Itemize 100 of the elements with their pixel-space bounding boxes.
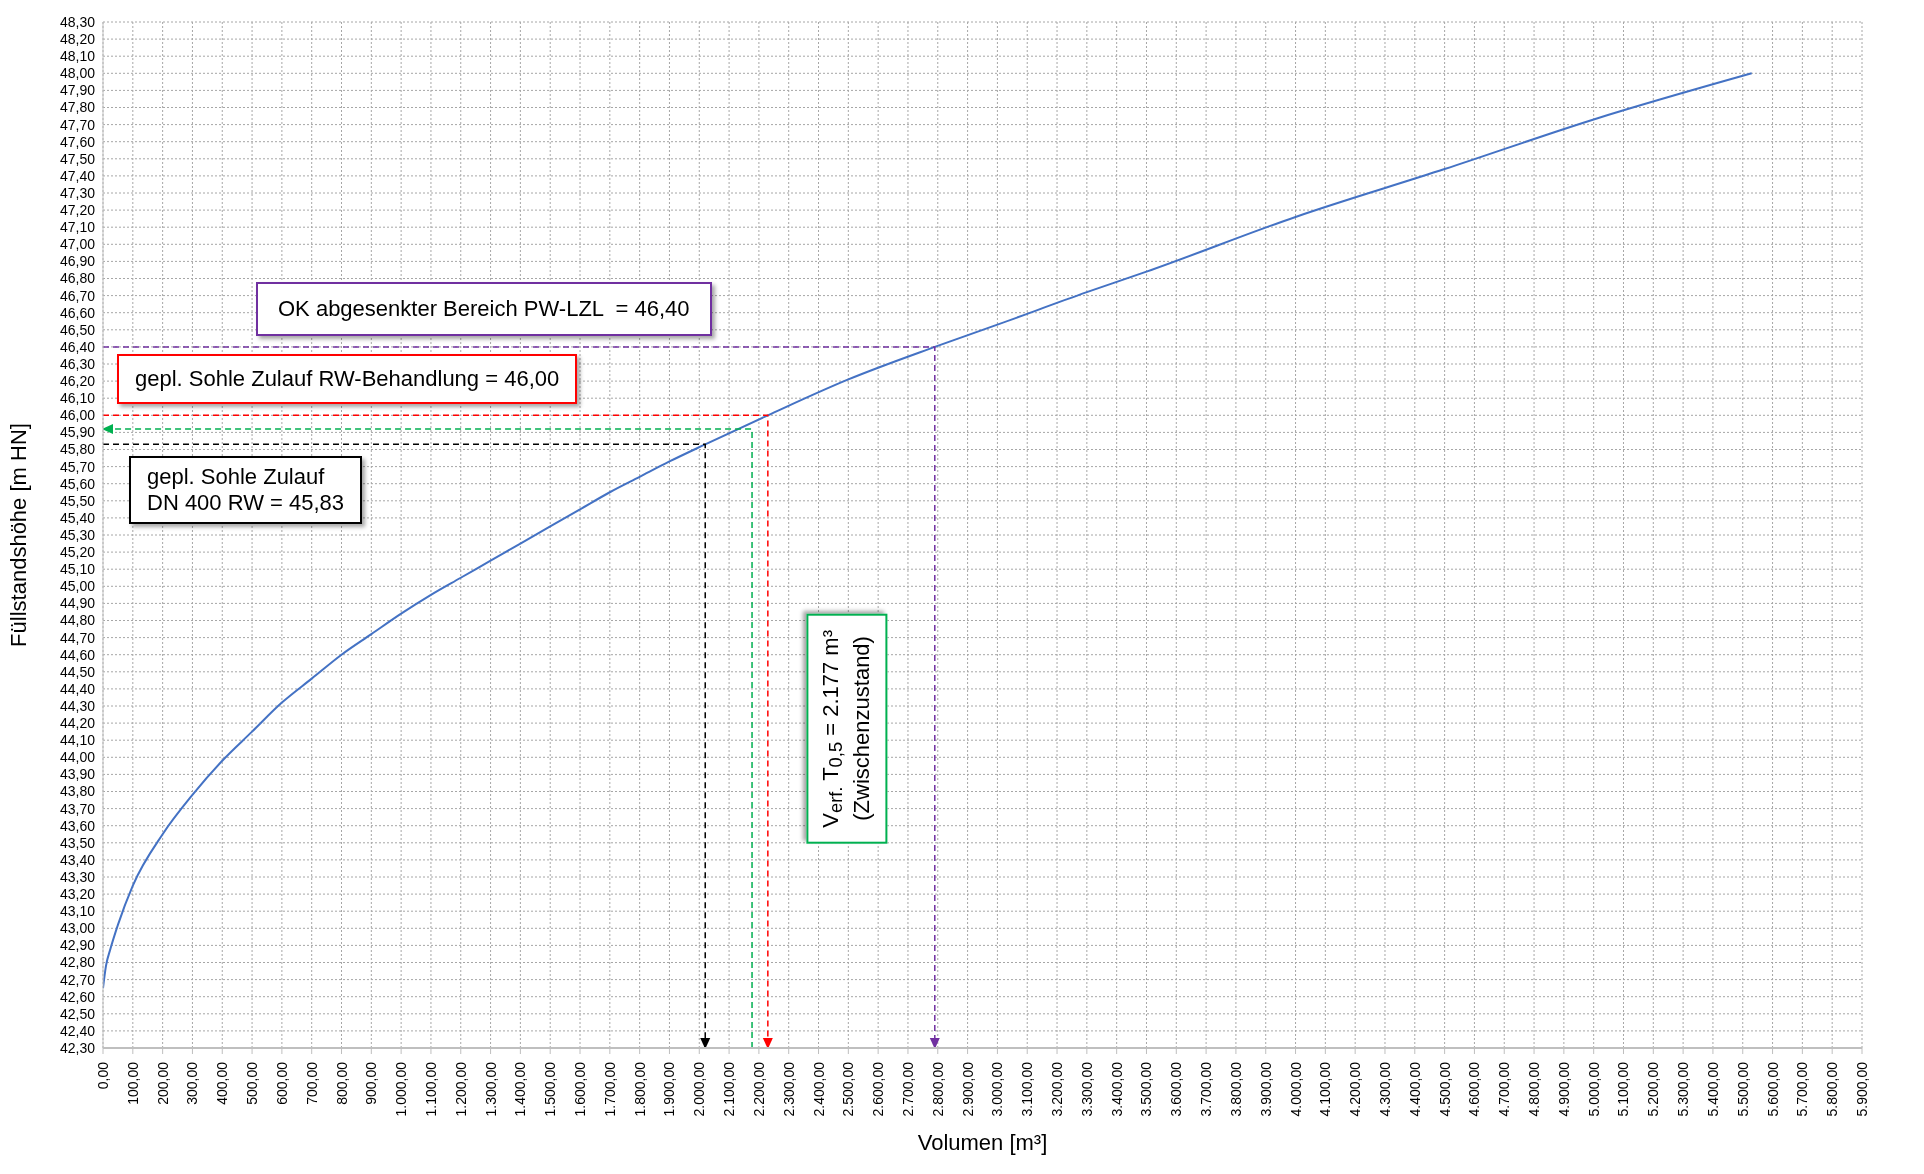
x-axis-title: Volumen [m³] — [917, 1130, 1048, 1155]
x-tick-label: 1.200,00 — [452, 1061, 469, 1117]
y-tick-label: 48,20 — [59, 31, 96, 48]
y-tick-label: 48,10 — [59, 48, 96, 65]
x-tick-label: 5.400,00 — [1704, 1061, 1721, 1117]
y-tick-label: 44,70 — [59, 629, 96, 646]
x-tick-label: 4.000,00 — [1287, 1061, 1304, 1117]
y-tick-label: 46,60 — [59, 304, 96, 321]
x-tick-label: 2.900,00 — [959, 1061, 976, 1117]
y-tick-label: 43,80 — [59, 783, 96, 800]
x-tick-label: 1.100,00 — [422, 1061, 439, 1117]
x-tick-label: 5.500,00 — [1734, 1061, 1751, 1117]
x-tick-label: 2.500,00 — [840, 1061, 857, 1117]
x-tick-label: 3.600,00 — [1168, 1061, 1185, 1117]
x-tick-label: 900,00 — [363, 1061, 380, 1105]
x-tick-label: 800,00 — [333, 1061, 350, 1105]
x-tick-label: 500,00 — [244, 1061, 261, 1105]
y-tick-label: 48,00 — [59, 65, 96, 82]
x-tick-label: 5.800,00 — [1824, 1061, 1841, 1117]
x-tick-label: 400,00 — [214, 1061, 231, 1105]
x-tick-label: 3.800,00 — [1227, 1061, 1244, 1117]
y-tick-label: 43,10 — [59, 903, 96, 920]
x-tick-label: 2.000,00 — [691, 1061, 708, 1117]
x-tick-label: 1.800,00 — [631, 1061, 648, 1117]
x-tick-label: 2.200,00 — [750, 1061, 767, 1117]
y-tick-label: 44,60 — [59, 646, 96, 663]
y-tick-label: 45,70 — [59, 458, 96, 475]
y-tick-label: 47,30 — [59, 184, 96, 201]
y-tick-label: 45,60 — [59, 475, 96, 492]
x-tick-label: 3.000,00 — [989, 1061, 1006, 1117]
y-tick-label: 45,00 — [59, 578, 96, 595]
x-tick-label: 3.400,00 — [1108, 1061, 1125, 1117]
y-tick-label: 42,70 — [59, 971, 96, 988]
y-tick-label: 47,00 — [59, 236, 96, 253]
x-tick-label: 3.300,00 — [1078, 1061, 1095, 1117]
y-tick-label: 43,00 — [59, 920, 96, 937]
x-tick-label: 3.200,00 — [1049, 1061, 1066, 1117]
x-tick-label: 2.100,00 — [721, 1061, 738, 1117]
y-tick-label: 43,30 — [59, 868, 96, 885]
x-tick-label: 1.000,00 — [393, 1061, 410, 1117]
x-tick-label: 3.500,00 — [1138, 1061, 1155, 1117]
y-tick-label: 45,30 — [59, 526, 96, 543]
y-tick-label: 42,30 — [59, 1039, 96, 1056]
x-tick-label: 200,00 — [154, 1061, 171, 1105]
y-tick-label: 42,90 — [59, 937, 96, 954]
y-tick-label: 46,00 — [59, 407, 96, 424]
y-tick-label: 47,50 — [59, 150, 96, 167]
y-tick-label: 45,50 — [59, 492, 96, 509]
x-tick-label: 4.700,00 — [1496, 1061, 1513, 1117]
y-tick-label: 44,30 — [59, 697, 96, 714]
x-tick-label: 2.700,00 — [899, 1061, 916, 1117]
y-tick-label: 44,00 — [59, 749, 96, 766]
y-tick-label: 45,90 — [59, 424, 96, 441]
y-tick-label: 46,30 — [59, 355, 96, 372]
x-tick-label: 5.900,00 — [1854, 1061, 1870, 1117]
y-tick-label: 45,40 — [59, 509, 96, 526]
y-tick-label: 43,70 — [59, 800, 96, 817]
y-tick-label: 44,10 — [59, 732, 96, 749]
x-tick-label: 4.800,00 — [1526, 1061, 1543, 1117]
x-tick-label: 3.900,00 — [1257, 1061, 1274, 1117]
y-tick-label: 46,50 — [59, 321, 96, 338]
x-tick-label: 3.700,00 — [1198, 1061, 1215, 1117]
x-tick-label: 2.400,00 — [810, 1061, 827, 1117]
x-tick-label: 1.400,00 — [512, 1061, 529, 1117]
y-tick-label: 45,10 — [59, 561, 96, 578]
x-tick-label: 5.100,00 — [1615, 1061, 1632, 1117]
x-tick-label: 700,00 — [303, 1061, 320, 1105]
x-tick-label: 1.300,00 — [482, 1061, 499, 1117]
x-tick-label: 0,00 — [95, 1061, 111, 1090]
y-tick-label: 48,30 — [59, 13, 96, 30]
y-tick-label: 46,70 — [59, 287, 96, 304]
y-tick-label: 47,40 — [59, 167, 96, 184]
y-tick-label: 47,90 — [59, 82, 96, 99]
x-tick-label: 4.600,00 — [1466, 1061, 1483, 1117]
y-tick-label: 47,70 — [59, 116, 96, 133]
x-tick-label: 4.900,00 — [1555, 1061, 1572, 1117]
y-tick-label: 45,20 — [59, 544, 96, 561]
x-tick-label: 4.100,00 — [1317, 1061, 1334, 1117]
x-tick-label: 3.100,00 — [1019, 1061, 1036, 1117]
x-tick-label: 1.900,00 — [661, 1061, 678, 1117]
x-tick-label: 4.200,00 — [1347, 1061, 1364, 1117]
y-tick-label: 44,90 — [59, 595, 96, 612]
y-tick-label: 44,40 — [59, 680, 96, 697]
y-tick-label: 46,90 — [59, 253, 96, 270]
x-tick-label: 5.600,00 — [1764, 1061, 1781, 1117]
y-tick-label: 44,80 — [59, 612, 96, 629]
x-tick-label: 1.500,00 — [542, 1061, 559, 1117]
annotation: gepl. Sohle Zulauf RW-Behandlung = 46,00 — [117, 354, 578, 405]
y-tick-label: 44,20 — [59, 715, 96, 732]
annotation: gepl. Sohle Zulauf DN 400 RW = 45,83 — [129, 456, 363, 525]
x-tick-label: 5.300,00 — [1675, 1061, 1692, 1117]
x-tick-label: 2.800,00 — [929, 1061, 946, 1117]
y-tick-label: 43,20 — [59, 886, 96, 903]
y-tick-label: 46,40 — [59, 338, 96, 355]
y-tick-label: 42,50 — [59, 1005, 96, 1022]
y-tick-label: 43,90 — [59, 766, 96, 783]
y-tick-label: 43,40 — [59, 851, 96, 868]
y-tick-label: 46,10 — [59, 390, 96, 407]
y-axis-title: Füllstandshöhe [m HN] — [5, 423, 31, 647]
x-tick-label: 1.700,00 — [601, 1061, 618, 1117]
